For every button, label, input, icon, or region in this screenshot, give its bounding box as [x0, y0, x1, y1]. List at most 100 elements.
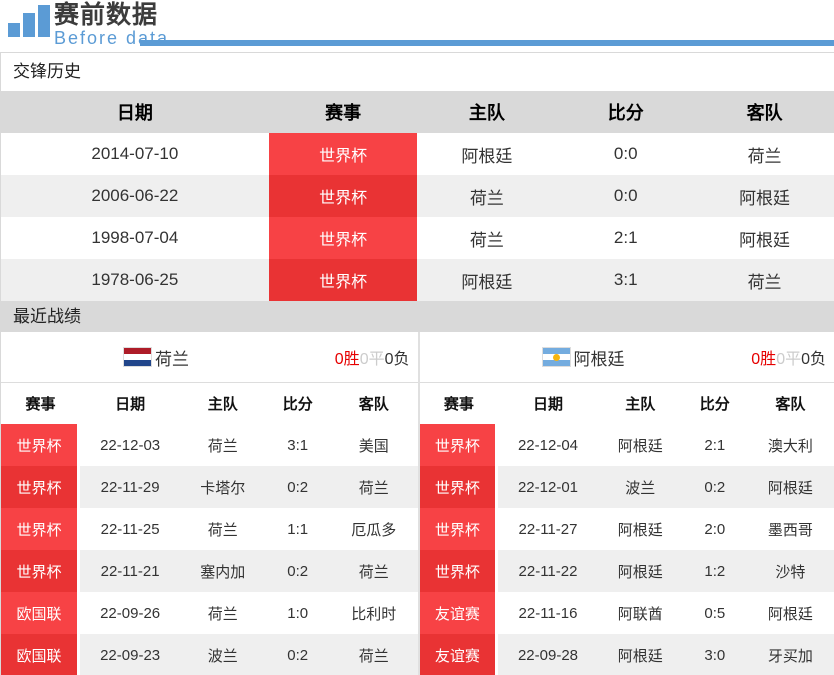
recent-panel-netherlands: 荷兰 0胜0平0负 赛事 日期 主队 比分 客队 世界杯 22-12-03 荷兰…	[1, 332, 418, 675]
h2h-col-date: 日期	[116, 103, 153, 123]
match-score: 0:2	[287, 562, 309, 580]
brand-title: 赛前数据	[54, 1, 159, 29]
recent-row: 世界杯 22-12-01 波兰 0:2 阿根廷	[419, 466, 834, 508]
record-draws: 0平	[776, 351, 802, 368]
home-team: 卡塔尔	[200, 479, 246, 497]
recent-col-score: 比分	[699, 396, 730, 413]
brand-logo: 赛前数据 Before data	[54, 2, 169, 52]
recent-col-home: 主队	[207, 396, 238, 413]
recent-col-comp: 赛事	[443, 396, 474, 413]
away-team: 墨西哥	[767, 521, 813, 539]
away-team: 沙特	[775, 563, 806, 581]
h2h-col-score: 比分	[607, 103, 644, 123]
match-date: 22-12-04	[517, 436, 578, 454]
match-score: 3:1	[287, 436, 309, 454]
header-accent-bar	[140, 40, 834, 46]
away-team: 比利时	[351, 605, 397, 623]
section-title-head-to-head: 交锋历史	[1, 53, 834, 91]
competition-badge: 世界杯	[268, 217, 418, 259]
home-team: 荷兰	[469, 230, 504, 250]
team-record: 0胜0平0负	[335, 345, 410, 369]
match-date: 22-12-03	[100, 436, 161, 454]
match-date: 2014-07-10	[91, 144, 179, 163]
home-team: 荷兰	[207, 605, 238, 623]
recent-row: 欧国联 22-09-23 波兰 0:2 荷兰	[1, 634, 418, 675]
h2h-row: 1998-07-04 世界杯 荷兰 2:1 阿根廷	[1, 217, 834, 259]
home-team: 阿根廷	[617, 647, 663, 665]
away-team: 厄瓜多	[351, 521, 397, 539]
home-team: 波兰	[207, 647, 238, 665]
recent-row: 世界杯 22-11-22 阿根廷 1:2 沙特	[419, 550, 834, 592]
h2h-row: 2006-06-22 世界杯 荷兰 0:0 阿根廷	[1, 175, 834, 217]
home-team: 阿根廷	[617, 521, 663, 539]
h2h-col-comp: 赛事	[325, 103, 362, 123]
home-team: 塞内加	[200, 563, 246, 581]
competition-badge: 世界杯	[1, 466, 81, 508]
match-score: 2:1	[613, 228, 638, 247]
section-title-recent-results: 最近战绩	[1, 301, 834, 332]
match-date: 1978-06-25	[91, 270, 179, 289]
h2h-table: 日期 赛事 主队 比分 客队 2014-07-10 世界杯 阿根廷 0:0 荷兰…	[1, 91, 834, 301]
competition-badge: 世界杯	[419, 550, 499, 592]
competition-badge: 世界杯	[268, 259, 418, 301]
recent-header-row: 赛事 日期 主队 比分 客队	[419, 383, 834, 424]
match-score: 3:1	[613, 270, 638, 289]
bar-chart-logo-icon	[8, 5, 50, 37]
team-name: 荷兰	[155, 349, 189, 369]
away-team: 荷兰	[358, 479, 389, 497]
h2h-header-row: 日期 赛事 主队 比分 客队	[1, 91, 834, 133]
netherlands-flag-icon	[123, 347, 152, 367]
match-score: 1:2	[704, 562, 726, 580]
recent-header-row: 赛事 日期 主队 比分 客队	[1, 383, 418, 424]
away-team: 荷兰	[358, 563, 389, 581]
home-team: 阿根廷	[617, 563, 663, 581]
match-date: 22-11-22	[518, 562, 578, 580]
recent-row: 世界杯 22-12-03 荷兰 3:1 美国	[1, 424, 418, 466]
away-team: 牙买加	[767, 647, 813, 665]
record-losses: 0负	[384, 351, 410, 368]
recent-col-score: 比分	[282, 396, 313, 413]
competition-badge: 世界杯	[1, 550, 81, 592]
match-score: 0:0	[613, 144, 638, 163]
match-date: 22-11-29	[100, 478, 160, 496]
recent-col-date: 日期	[115, 396, 146, 413]
match-date: 22-09-23	[100, 646, 161, 664]
recent-row: 友谊赛 22-09-28 阿根廷 3:0 牙买加	[419, 634, 834, 675]
away-team: 阿根廷	[767, 479, 813, 497]
competition-badge: 世界杯	[1, 424, 81, 466]
match-score: 0:5	[704, 604, 726, 622]
competition-badge: 欧国联	[1, 634, 81, 675]
home-team: 荷兰	[469, 188, 504, 208]
competition-badge: 世界杯	[268, 175, 418, 217]
record-wins: 0胜	[334, 351, 360, 368]
match-date: 22-09-26	[100, 604, 161, 622]
team-name: 阿根廷	[573, 349, 625, 369]
home-team: 阿联酋	[617, 605, 663, 623]
h2h-col-away: 客队	[746, 103, 783, 123]
recent-row: 友谊赛 22-11-16 阿联酋 0:5 阿根廷	[419, 592, 834, 634]
competition-badge: 世界杯	[268, 133, 418, 175]
competition-badge: 友谊赛	[419, 634, 499, 675]
recent-col-home: 主队	[625, 396, 656, 413]
brand-subtitle: Before data	[54, 28, 170, 48]
match-score: 1:1	[287, 520, 309, 538]
recent-panel-argentina: 阿根廷 0胜0平0负 赛事 日期 主队 比分 客队 世界杯 22-12-04 阿…	[417, 332, 834, 675]
away-team: 荷兰	[747, 146, 782, 166]
recent-row: 世界杯 22-11-21 塞内加 0:2 荷兰	[1, 550, 418, 592]
recent-col-comp: 赛事	[25, 396, 56, 413]
away-team: 澳大利	[767, 437, 813, 455]
match-date: 2006-06-22	[91, 186, 179, 205]
match-date: 22-11-21	[100, 562, 160, 580]
team-record: 0胜0平0负	[751, 345, 826, 369]
home-team: 荷兰	[207, 521, 238, 539]
away-team: 美国	[358, 437, 389, 455]
match-score: 1:0	[287, 604, 309, 622]
team-header: 阿根廷 0胜0平0负	[419, 332, 834, 383]
page-header: 赛前数据 Before data	[0, 0, 834, 53]
away-team: 阿根廷	[767, 605, 813, 623]
competition-badge: 世界杯	[419, 424, 499, 466]
match-date: 22-11-27	[518, 520, 578, 538]
competition-badge: 友谊赛	[419, 592, 499, 634]
match-date: 1998-07-04	[91, 228, 179, 247]
competition-badge: 欧国联	[1, 592, 81, 634]
